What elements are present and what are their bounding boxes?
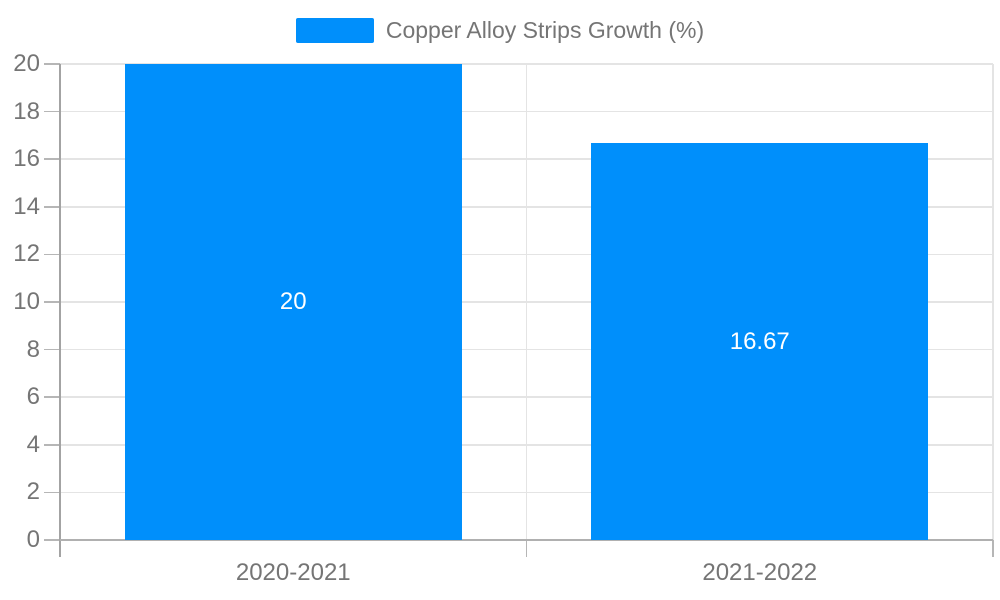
y-tick-mark — [44, 110, 60, 113]
x-gridline — [525, 64, 528, 540]
y-tick-label: 4 — [26, 430, 40, 458]
x-tick-mark — [992, 540, 994, 557]
bar[interactable] — [124, 64, 462, 540]
y-tick-mark — [44, 539, 60, 541]
y-tick-mark — [44, 63, 60, 65]
y-tick-label: 12 — [13, 240, 40, 268]
y-tick-mark — [44, 301, 60, 303]
bar-data-label: 20 — [279, 288, 307, 315]
y-tick-mark — [44, 206, 60, 208]
legend-item[interactable]: Copper Alloy Strips Growth (%) — [295, 17, 705, 43]
y-tick-label: 16 — [13, 145, 40, 173]
y-tick-mark — [44, 491, 60, 494]
y-tick-mark — [44, 253, 60, 256]
legend-label: Copper Alloy Strips Growth (%) — [385, 17, 705, 43]
y-tick-label: 0 — [26, 526, 40, 553]
y-tick-label: 14 — [13, 192, 40, 220]
y-tick-label: 6 — [26, 383, 40, 411]
y-tick-label: 8 — [26, 335, 40, 363]
legend-swatch-icon — [295, 18, 374, 43]
x-tick-label: 2021-2022 — [702, 559, 818, 586]
x-tick-label: 2020-2021 — [235, 559, 351, 586]
y-tick-label: 2 — [26, 478, 40, 506]
x-axis-line — [60, 539, 993, 541]
y-tick-label: 20 — [13, 50, 40, 77]
bar[interactable] — [591, 143, 929, 540]
legend: Copper Alloy Strips Growth (%) — [0, 18, 1000, 43]
y-tick-mark — [44, 444, 60, 446]
y-tick-mark — [44, 396, 60, 398]
x-tick-mark — [525, 540, 528, 557]
y-tick-label: 10 — [13, 288, 40, 315]
y-tick-mark — [44, 348, 60, 351]
y-tick-mark — [44, 158, 60, 160]
bar-data-label: 16.67 — [729, 327, 790, 355]
y-tick-label: 18 — [13, 97, 40, 125]
y-axis-line — [59, 64, 61, 557]
x-gridline — [992, 64, 994, 540]
